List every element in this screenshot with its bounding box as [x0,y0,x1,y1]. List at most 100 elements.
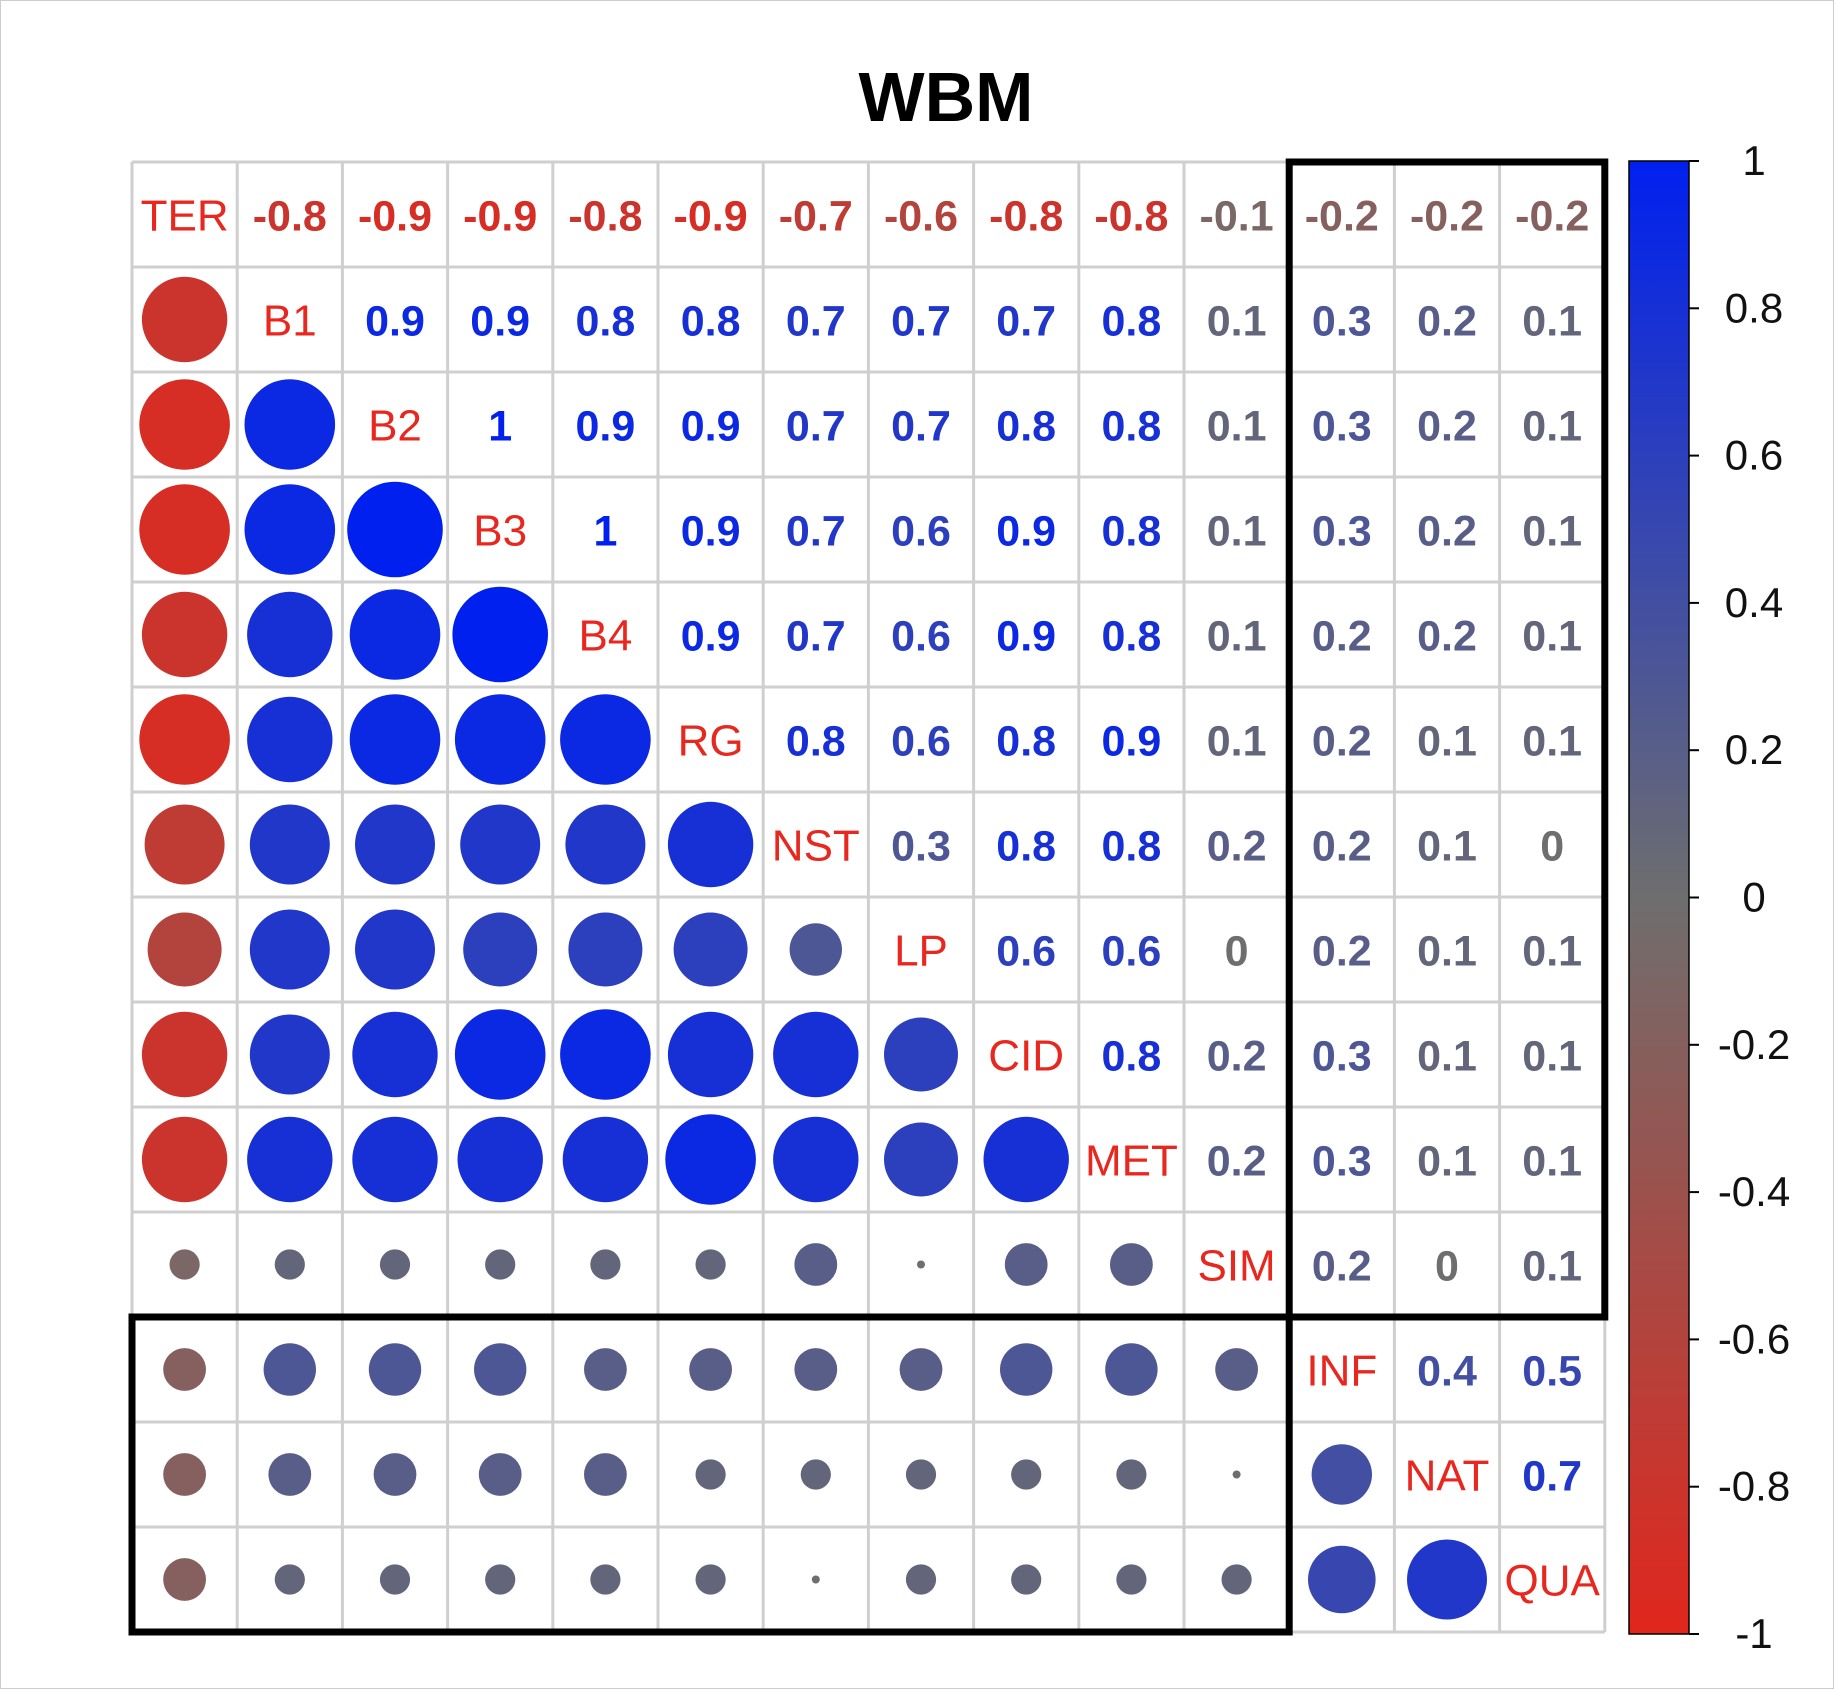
correlation-circle [244,484,336,575]
correlation-circle [247,696,333,783]
correlation-circle [884,1017,958,1092]
correlation-circle [667,1011,754,1098]
correlation-circle [899,1348,943,1391]
colorbar-tick-label: 1 [1742,137,1765,184]
correlation-circle [590,1249,621,1280]
grid [130,160,1607,1634]
correlation-circle [695,1459,726,1490]
correlation-circle [249,909,330,990]
colorbar-tick-label: -0.8 [1718,1463,1790,1510]
correlation-circle [689,1348,732,1391]
correlation-value: 0.8 [1102,508,1162,556]
correlation-value: 0.9 [681,403,741,451]
variable-label-sim: SIM [1197,1242,1275,1291]
chart-title: WBM [859,58,1034,136]
correlation-circle [249,804,330,885]
correlation-value: -0.1 [1200,193,1274,241]
correlation-value: 0.9 [681,508,741,556]
correlation-value: 0.9 [576,403,636,451]
correlation-value: 0.6 [891,613,951,661]
correlation-value: -0.9 [674,193,748,241]
variable-label-lp: LP [894,927,948,976]
correlation-value: 0.9 [681,613,741,661]
correlation-value: -0.6 [884,193,958,241]
correlation-value: 0.1 [1522,508,1582,556]
correlation-circle [565,804,646,885]
correlation-value: 0.2 [1312,928,1372,976]
correlation-circle [454,694,546,785]
correlation-value: 0.2 [1312,1243,1372,1291]
correlation-circle [905,1564,937,1595]
correlation-circle [562,1116,649,1203]
correlation-value: 0.6 [1102,928,1162,976]
correlation-circle [139,694,230,785]
correlation-value: 0.1 [1417,1033,1477,1081]
correlation-value: 0.1 [1417,1138,1477,1186]
correlation-value: 0.3 [1312,1138,1372,1186]
correlation-circle [884,1122,958,1197]
correlation-value: 0.9 [365,298,425,346]
correlation-circle [463,912,538,987]
cells: TER -0.8 -0.9 -0.9 -0.8 -0.9 -0.7 -0.6 -0.8 -0.8-… [139,192,1601,1620]
highlight-boxes [128,158,1609,1636]
correlation-value: 0.8 [1102,823,1162,871]
correlation-value: 0.7 [996,298,1056,346]
correlation-value: 1 [593,508,617,556]
correlation-circle [1221,1564,1252,1595]
correlation-value: 0.1 [1522,928,1582,976]
correlation-value: 0.9 [470,298,530,346]
colorbar-tick-label: -1 [1735,1610,1772,1657]
variable-label-ter: TER [141,192,229,241]
correlation-circle [794,1348,838,1391]
correlation-circle [1116,1564,1147,1595]
correlation-value: 0.3 [891,823,951,871]
correlation-value: 0.7 [786,298,846,346]
correlation-circle [478,1453,522,1496]
correlation-value: 0.3 [1312,508,1372,556]
correlation-circle [584,1453,627,1496]
correlation-value: -0.2 [1410,193,1484,241]
correlation-value: 0.9 [1102,718,1162,766]
correlation-value: 0.1 [1207,718,1267,766]
correlation-value: 0.7 [891,403,951,451]
correlation-value: -0.8 [1094,193,1168,241]
correlation-value: 0.5 [1522,1348,1582,1396]
variable-label-b3: B3 [473,507,527,556]
correlation-circle [485,1249,516,1280]
correlation-circle [141,1116,228,1203]
variable-label-qua: QUA [1505,1557,1601,1606]
correlation-value: 0.1 [1207,298,1267,346]
correlation-value: 0.8 [1102,613,1162,661]
colorbar-tick-label: 0.6 [1725,432,1783,479]
correlation-circle [1011,1564,1042,1595]
correlation-value: 0.2 [1207,823,1267,871]
correlation-value: 0.2 [1207,1033,1267,1081]
correlation-circle [667,801,754,888]
correlation-circle [249,1014,330,1095]
variable-label-b1: B1 [263,297,317,346]
correlation-value: 0.9 [996,613,1056,661]
correlation-value: 0.7 [891,298,951,346]
correlation-circle [983,1116,1069,1203]
correlation-circle [144,804,225,885]
variable-label-b4: B4 [578,612,632,661]
correlation-value: 0 [1435,1243,1459,1291]
correlation-value: 0.8 [1102,403,1162,451]
correlation-circle [457,1116,543,1203]
correlation-circle [163,1558,207,1601]
correlation-circle [474,1343,527,1396]
correlation-value: 0.1 [1207,403,1267,451]
correlation-circle [163,1348,207,1391]
correlation-circle [263,1343,316,1396]
correlation-circle [584,1348,627,1391]
correlation-circle [917,1260,925,1269]
variable-label-rg: RG [678,717,744,766]
correlation-value: 0.8 [996,823,1056,871]
correlation-circle [352,1011,438,1098]
correlation-circle [349,589,441,680]
correlation-value: 0.3 [1312,1033,1372,1081]
colorbar-tick-label: 0.4 [1725,579,1783,626]
highlight-box-1 [1285,158,1609,1321]
correlation-circle [141,1011,228,1098]
correlation-circle [590,1564,621,1595]
